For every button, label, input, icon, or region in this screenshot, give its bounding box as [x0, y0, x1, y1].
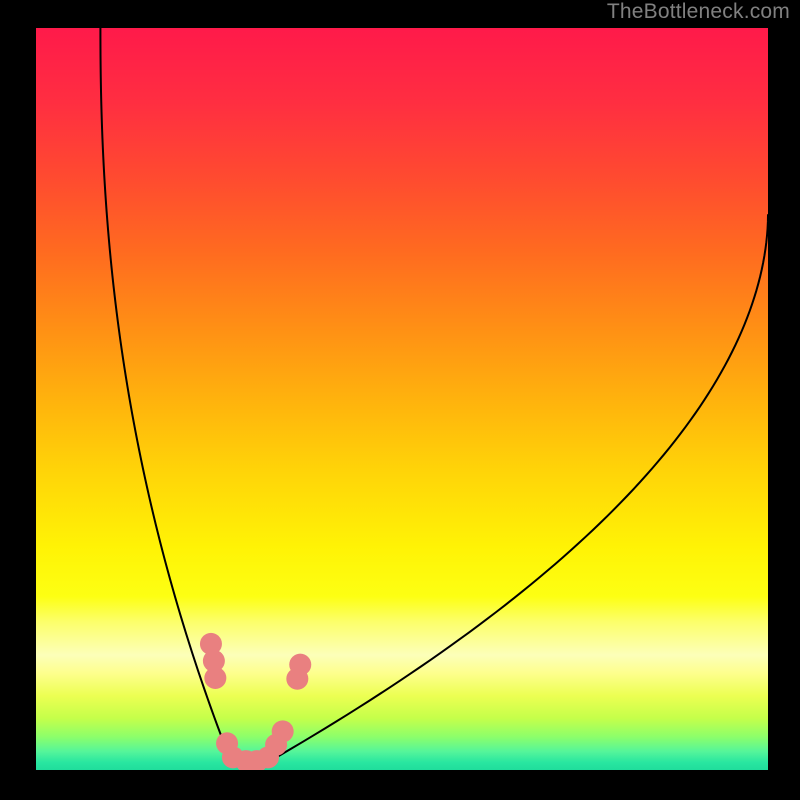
data-marker: [204, 667, 226, 689]
gradient-background: [36, 28, 768, 770]
watermark-text: TheBottleneck.com: [607, 0, 790, 24]
data-marker: [289, 654, 311, 676]
data-marker: [272, 720, 294, 742]
plot-area: [36, 28, 768, 770]
chart-frame: TheBottleneck.com: [0, 0, 800, 800]
chart-svg: [36, 28, 768, 770]
